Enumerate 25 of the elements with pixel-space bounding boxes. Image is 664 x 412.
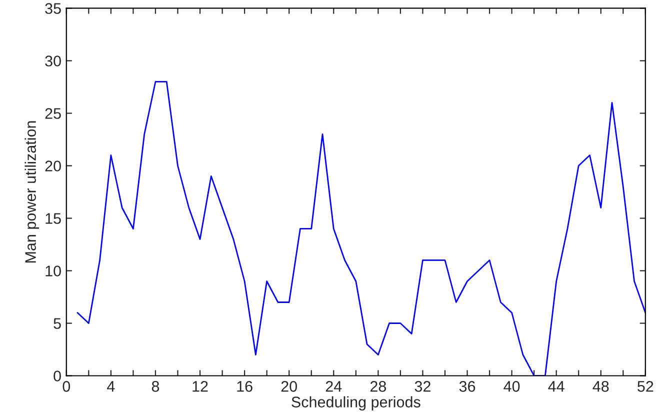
y-axis-title: Man power utilization bbox=[24, 121, 39, 262]
x-tick-label: 48 bbox=[592, 381, 609, 392]
y-tick-label: 10 bbox=[46, 266, 61, 276]
x-tick-label: 36 bbox=[459, 381, 476, 392]
y-tick-label: 20 bbox=[45, 160, 61, 172]
y-tick-label: 5 bbox=[54, 318, 61, 329]
y-tick-label: 30 bbox=[45, 56, 61, 66]
y-tick-label: 0 bbox=[54, 370, 61, 382]
x-tick-label: 0 bbox=[62, 381, 70, 392]
x-tick-label: 40 bbox=[504, 381, 520, 392]
y-tick-label: 15 bbox=[46, 213, 61, 224]
x-tick-label: 44 bbox=[548, 381, 564, 392]
x-tick-label: 4 bbox=[107, 381, 115, 392]
x-axis-title: Scheduling periods bbox=[292, 396, 420, 410]
y-tick-label: 35 bbox=[45, 3, 61, 14]
x-tick-label: 28 bbox=[370, 381, 386, 392]
x-tick-label: 24 bbox=[326, 381, 342, 392]
x-tick-label: 16 bbox=[237, 381, 252, 392]
y-tick-label: 25 bbox=[45, 108, 61, 119]
line-series bbox=[76, 81, 646, 376]
x-tick-label: 12 bbox=[192, 381, 208, 392]
x-tick-label: 20 bbox=[281, 381, 297, 392]
x-tick-label: 8 bbox=[152, 381, 160, 392]
x-tick-label: 32 bbox=[414, 381, 430, 392]
x-tick-label: 52 bbox=[638, 381, 654, 392]
